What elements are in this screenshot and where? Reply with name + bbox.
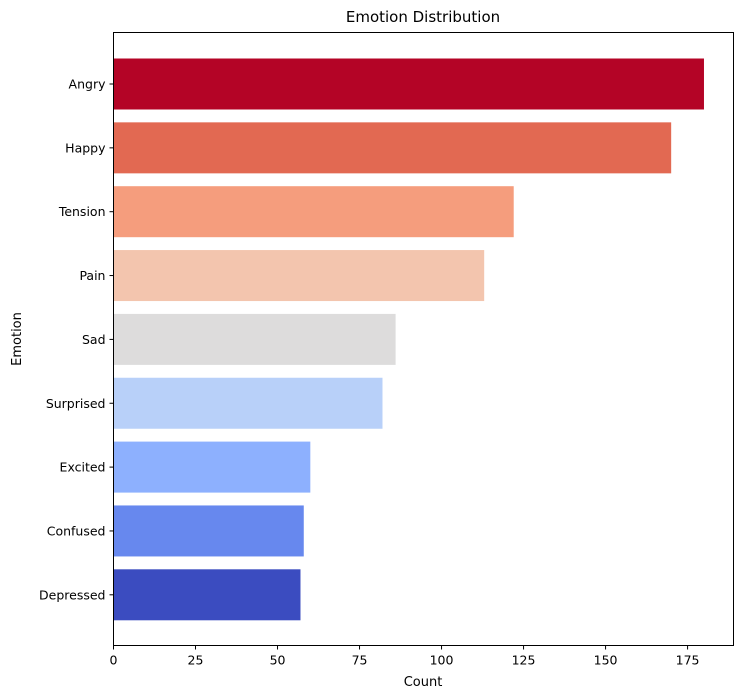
x-tick-label: 125 bbox=[512, 653, 536, 668]
y-tick-label: Surprised bbox=[46, 396, 106, 411]
x-tick-label: 175 bbox=[676, 653, 700, 668]
x-tick-label: 0 bbox=[110, 653, 118, 668]
y-tick-label: Excited bbox=[60, 460, 106, 475]
y-tick-label: Happy bbox=[65, 140, 106, 155]
y-axis-ticks: Angry Happy Tension Pain Sad Surprised Excited… bbox=[39, 77, 114, 602]
bar-depressed bbox=[113, 569, 301, 621]
bar-happy bbox=[113, 122, 672, 174]
x-tick-label: 50 bbox=[270, 653, 286, 668]
x-axis-label: Count bbox=[404, 675, 443, 690]
x-axis-ticks: 0 25 50 75 100 125 150 175 bbox=[110, 645, 700, 668]
bar-pain bbox=[113, 250, 485, 302]
y-tick-label: Pain bbox=[79, 268, 105, 283]
bar-sad bbox=[113, 313, 396, 365]
y-tick-label: Sad bbox=[82, 332, 106, 347]
x-tick-label: 150 bbox=[594, 653, 618, 668]
bars-group bbox=[113, 58, 704, 621]
bar-tension bbox=[113, 186, 514, 238]
x-tick-label: 75 bbox=[352, 653, 368, 668]
bar-confused bbox=[113, 505, 304, 557]
y-tick-label: Depressed bbox=[39, 587, 105, 602]
y-tick-label: Angry bbox=[69, 77, 107, 92]
y-tick-label: Tension bbox=[58, 204, 106, 219]
y-tick-label: Confused bbox=[47, 523, 106, 538]
x-tick-label: 25 bbox=[188, 653, 204, 668]
x-tick-label: 100 bbox=[430, 653, 454, 668]
bar-surprised bbox=[113, 377, 383, 429]
bar-angry bbox=[113, 58, 704, 110]
plot-frame bbox=[113, 32, 734, 646]
y-axis-label: Emotion bbox=[10, 312, 25, 366]
chart-title: Emotion Distribution bbox=[346, 8, 500, 26]
bar-excited bbox=[113, 441, 311, 493]
